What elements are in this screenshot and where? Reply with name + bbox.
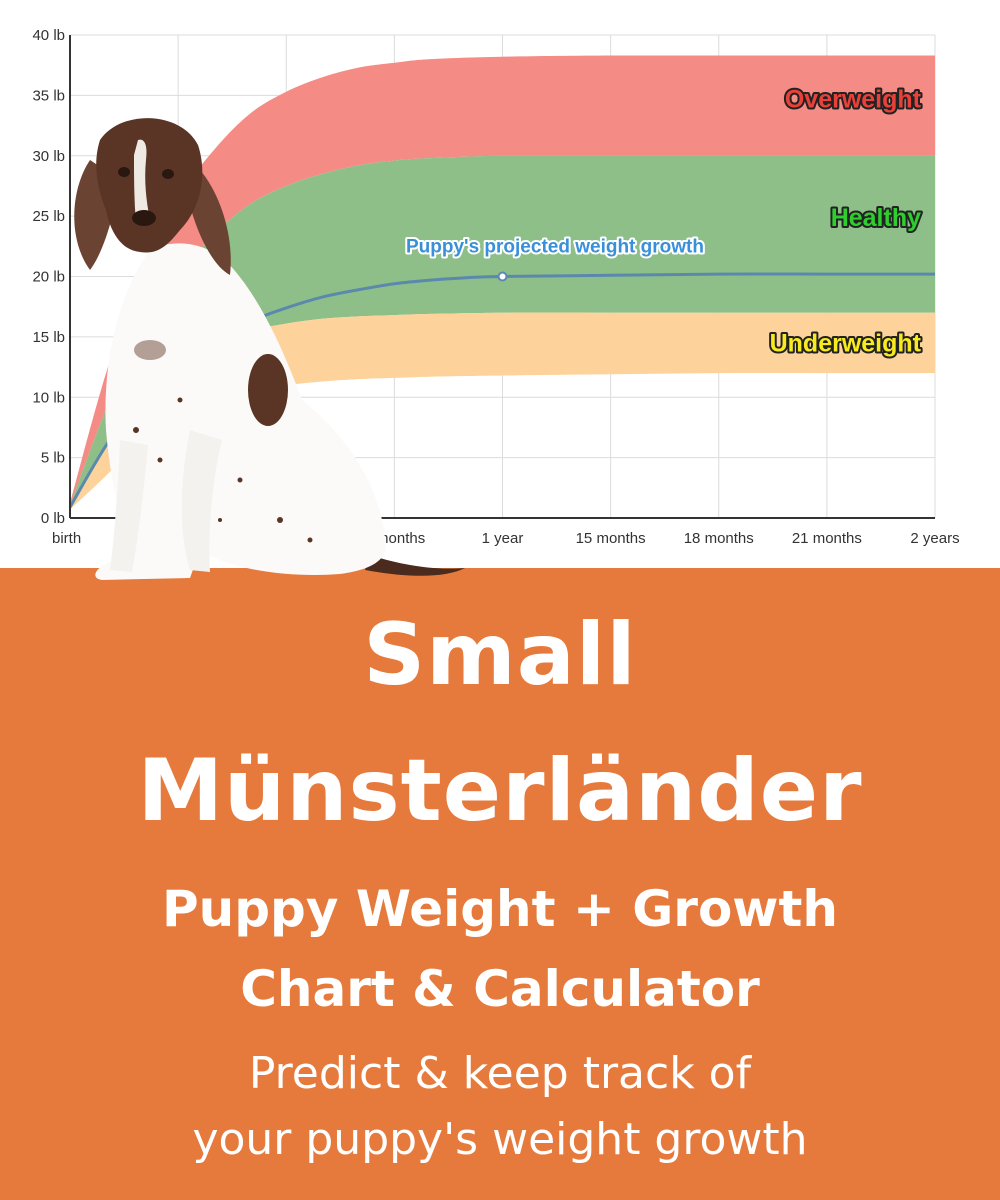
y-tick-label: 15 lb xyxy=(32,329,65,346)
dog-photo xyxy=(74,118,465,580)
y-tick-label: 5 lb xyxy=(41,450,65,467)
title-line-2: Münsterländer xyxy=(137,741,863,841)
dog-front-leg xyxy=(181,430,222,572)
dog-spot xyxy=(134,340,166,360)
dog-head xyxy=(96,118,203,253)
projected-growth-label: Puppy's projected weight growth xyxy=(406,236,704,257)
dog-speckle xyxy=(218,518,222,522)
dog-speckle xyxy=(157,457,163,463)
x-tick-label: 18 months xyxy=(684,530,754,547)
x-tick-label: 21 months xyxy=(792,530,862,547)
dog-blaze xyxy=(134,139,150,222)
title-line-1: Small xyxy=(363,605,637,705)
title-banner: Small Münsterländer Puppy Weight + Growt… xyxy=(0,568,1000,1200)
x-tick-label: 2 years xyxy=(910,530,959,547)
dog-speckle xyxy=(277,517,283,523)
band-overweight xyxy=(70,55,935,506)
zone-label-healthy: Healthy xyxy=(831,204,921,232)
dog-speckle xyxy=(177,397,183,403)
dog-speckle xyxy=(307,537,313,543)
zone-label-overweight: Overweight xyxy=(785,85,922,113)
y-tick-label: 0 lb xyxy=(41,510,65,527)
dog-speckle xyxy=(133,427,139,433)
tagline-line-2: your puppy's weight growth xyxy=(192,1114,808,1165)
dog-spot xyxy=(248,354,288,426)
zone-label-underweight: Underweight xyxy=(770,329,922,357)
x-tick-label: 1 year xyxy=(482,530,524,547)
dog-tail xyxy=(365,555,465,576)
y-tick-label: 10 lb xyxy=(32,389,65,406)
y-tick-label: 25 lb xyxy=(32,208,65,225)
y-tick-label: 35 lb xyxy=(32,87,65,104)
y-tick-label: 30 lb xyxy=(32,148,65,165)
tagline-line-1: Predict & keep track of xyxy=(248,1048,752,1099)
subtitle-line-1: Puppy Weight + Growth xyxy=(162,880,838,938)
band-healthy xyxy=(70,155,935,508)
x-tick-label: birth xyxy=(52,530,81,547)
x-tick-label: 15 months xyxy=(576,530,646,547)
dog-front-leg xyxy=(110,440,148,572)
dog-nose xyxy=(132,210,156,226)
dog-eye xyxy=(162,169,174,179)
subtitle-line-2: Chart & Calculator xyxy=(240,960,760,1018)
projected-growth-marker xyxy=(497,271,508,282)
dog-speckle xyxy=(237,477,243,483)
y-tick-label: 40 lb xyxy=(32,27,65,44)
dog-eye xyxy=(118,167,130,177)
y-tick-label: 20 lb xyxy=(32,269,65,286)
dog-body xyxy=(95,243,386,580)
